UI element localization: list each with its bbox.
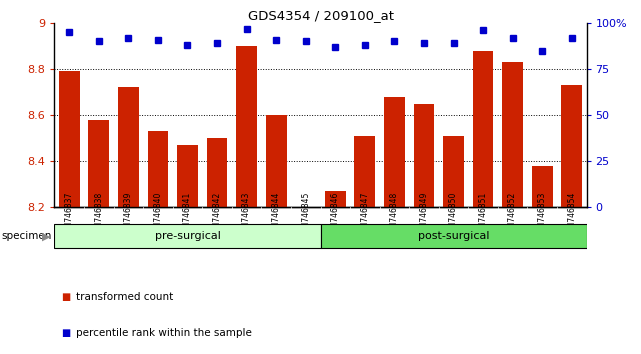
- Text: ▶: ▶: [42, 231, 51, 241]
- Text: GSM746854: GSM746854: [567, 192, 576, 238]
- Text: GSM746841: GSM746841: [183, 192, 192, 238]
- Bar: [443, 136, 464, 207]
- Bar: [266, 115, 287, 207]
- Bar: [206, 138, 228, 207]
- FancyBboxPatch shape: [54, 224, 320, 248]
- Text: GSM746845: GSM746845: [301, 192, 310, 238]
- Bar: [413, 103, 435, 207]
- Bar: [177, 145, 198, 207]
- Text: post-surgical: post-surgical: [418, 231, 489, 241]
- Text: GSM746846: GSM746846: [331, 192, 340, 238]
- Text: GSM746849: GSM746849: [419, 192, 428, 238]
- Text: GSM746847: GSM746847: [360, 192, 369, 238]
- Text: pre-surgical: pre-surgical: [154, 231, 221, 241]
- Bar: [384, 97, 404, 207]
- Bar: [354, 136, 375, 207]
- Text: GDS4354 / 209100_at: GDS4354 / 209100_at: [247, 9, 394, 22]
- Bar: [237, 46, 257, 207]
- Text: GSM746844: GSM746844: [272, 192, 281, 238]
- Text: GSM746853: GSM746853: [538, 192, 547, 238]
- Text: percentile rank within the sample: percentile rank within the sample: [76, 328, 251, 338]
- Text: GSM746850: GSM746850: [449, 192, 458, 238]
- Text: GSM746839: GSM746839: [124, 192, 133, 238]
- FancyBboxPatch shape: [320, 224, 587, 248]
- Text: transformed count: transformed count: [76, 292, 173, 302]
- Text: GSM746840: GSM746840: [153, 192, 162, 238]
- Text: GSM746852: GSM746852: [508, 192, 517, 238]
- Bar: [88, 120, 109, 207]
- Bar: [147, 131, 169, 207]
- Text: GSM746848: GSM746848: [390, 192, 399, 238]
- Text: GSM746842: GSM746842: [213, 192, 222, 238]
- Text: specimen: specimen: [1, 231, 52, 241]
- Bar: [59, 71, 79, 207]
- Text: GSM746838: GSM746838: [94, 192, 103, 238]
- Bar: [562, 85, 582, 207]
- Text: GSM746851: GSM746851: [479, 192, 488, 238]
- Text: GSM746837: GSM746837: [65, 192, 74, 238]
- Bar: [325, 191, 345, 207]
- Bar: [118, 87, 138, 207]
- Text: ■: ■: [61, 292, 70, 302]
- Bar: [472, 51, 494, 207]
- Text: GSM746843: GSM746843: [242, 192, 251, 238]
- Bar: [503, 62, 523, 207]
- Text: ■: ■: [61, 328, 70, 338]
- Bar: [532, 166, 553, 207]
